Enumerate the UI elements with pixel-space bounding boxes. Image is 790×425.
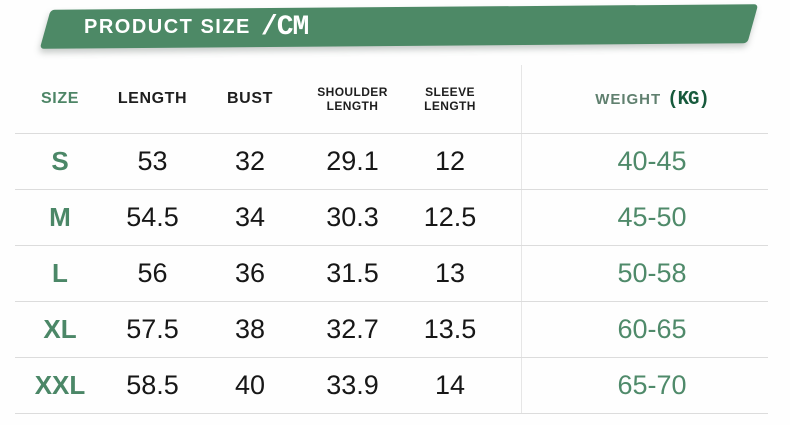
table-row: XXL 58.5 40 33.9 14 65-70 [15, 358, 768, 414]
cell-sleeve-length: 14 [434, 370, 466, 400]
cell-shoulder-length: 32.7 [326, 314, 379, 344]
cell-length: 54.5 [126, 202, 179, 232]
cell-size: M [49, 202, 71, 232]
cell-sleeve-length: 13.5 [423, 314, 477, 344]
header-size: SIZE [41, 90, 79, 107]
cell-shoulder-length: 33.9 [326, 370, 379, 400]
table-row: XL 57.5 38 32.7 13.5 60-65 [15, 302, 768, 358]
banner-unit-label: /CM [260, 11, 309, 43]
cell-bust: 40 [234, 370, 266, 400]
cell-shoulder-length: 31.5 [326, 258, 379, 288]
cell-length: 57.5 [126, 314, 179, 344]
banner: PRODUCT SIZE /CM [84, 9, 309, 45]
cell-length: 58.5 [126, 370, 179, 400]
table-row: S 53 32 29.1 12 40-45 [15, 134, 768, 190]
cell-shoulder-length: 30.3 [326, 202, 379, 232]
cell-sleeve-length: 12 [434, 146, 466, 176]
cell-weight: 60-65 [521, 302, 768, 357]
cell-length: 56 [137, 258, 168, 288]
cell-length: 53 [137, 146, 168, 176]
header-shoulder-length: SHOULDER LENGTH [317, 85, 388, 113]
header-sleeve-length: SLEEVE LENGTH [424, 85, 476, 113]
cell-weight: 65-70 [521, 358, 768, 413]
header-weight: WEIGHT (KG) [521, 65, 768, 133]
size-table: SIZE LENGTH BUST SHOULDER LENGTH SLEEVE … [15, 65, 768, 414]
cell-size: XXL [34, 370, 86, 400]
weight-unit-label: (KG) [667, 88, 710, 110]
cell-size: S [51, 146, 69, 176]
cell-bust: 32 [234, 146, 266, 176]
cell-sleeve-length: 12.5 [423, 202, 477, 232]
cell-sleeve-length: 13 [434, 258, 466, 288]
table-header-row: SIZE LENGTH BUST SHOULDER LENGTH SLEEVE … [15, 65, 768, 134]
cell-weight: 45-50 [521, 190, 768, 245]
cell-bust: 38 [234, 314, 266, 344]
cell-weight: 50-58 [521, 246, 768, 301]
cell-bust: 36 [234, 258, 266, 288]
table-row: L 56 36 31.5 13 50-58 [15, 246, 768, 302]
cell-weight: 40-45 [521, 134, 768, 189]
cell-shoulder-length: 29.1 [326, 146, 379, 176]
page-title: PRODUCT SIZE [84, 15, 251, 38]
header-length: LENGTH [117, 90, 188, 107]
cell-size: L [52, 258, 68, 288]
header-bust: BUST [227, 90, 273, 107]
table-row: M 54.5 34 30.3 12.5 45-50 [15, 190, 768, 246]
cell-size: XL [43, 314, 77, 344]
cell-bust: 34 [234, 202, 266, 232]
